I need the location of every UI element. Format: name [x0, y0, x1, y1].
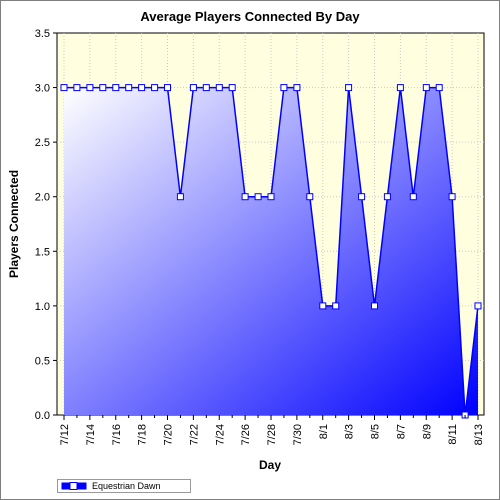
data-point: [151, 84, 159, 92]
y-tick-label: 0.0: [35, 410, 50, 422]
x-tick-label: 7/26: [240, 424, 252, 445]
data-point: [228, 84, 236, 92]
x-tick-label: 7/28: [266, 424, 278, 445]
y-tick-label: 1.5: [35, 246, 50, 258]
x-tick-label: 8/7: [395, 424, 407, 439]
legend-swatch-icon: [61, 482, 87, 490]
data-point: [280, 84, 288, 92]
x-tick-label: 7/24: [214, 424, 226, 445]
data-point: [73, 84, 81, 92]
y-tick-label: 3.0: [35, 83, 50, 95]
x-tick-label: 8/11: [447, 424, 459, 445]
data-point: [176, 193, 184, 201]
data-point: [267, 193, 275, 201]
data-point: [306, 193, 314, 201]
data-point: [138, 84, 146, 92]
legend: Equestrian Dawn: [57, 479, 191, 493]
data-point: [396, 84, 404, 92]
legend-label: Equestrian Dawn: [92, 481, 161, 491]
data-point: [448, 193, 456, 201]
x-tick-label: 8/5: [370, 424, 382, 439]
data-point: [202, 84, 210, 92]
data-point: [319, 302, 327, 310]
y-tick-label: 2.0: [35, 192, 50, 204]
x-tick-label: 8/1: [318, 424, 330, 439]
x-tick-label: 8/13: [473, 424, 485, 445]
x-tick-label: 8/3: [344, 424, 356, 439]
x-tick-label: 7/22: [188, 424, 200, 445]
axes: 0.0 0.5 1.0 1.5 2.0 2.5 3.0 3.5 7/12 7/14 7/16 7/18…: [35, 28, 485, 445]
data-point: [215, 84, 223, 92]
data-point: [358, 193, 366, 201]
data-point: [422, 84, 430, 92]
x-tick-label: 7/20: [163, 424, 175, 445]
data-point: [60, 84, 68, 92]
data-point: [409, 193, 417, 201]
y-tick-label: 2.5: [35, 137, 50, 149]
x-axis-label: Day: [259, 458, 281, 472]
data-point: [112, 84, 120, 92]
y-tick-label: 3.5: [35, 28, 50, 40]
x-tick-label: 7/18: [137, 424, 149, 445]
x-tick-label: 8/9: [421, 424, 433, 439]
data-point: [164, 84, 171, 92]
data-point: [474, 302, 482, 310]
data-point: [254, 193, 262, 201]
data-point: [293, 84, 301, 92]
chart-title: Average Players Connected By Day: [140, 9, 360, 24]
y-tick-label: 0.5: [35, 355, 50, 367]
data-point: [86, 84, 94, 92]
data-point: [435, 84, 443, 92]
data-point: [99, 84, 107, 92]
x-tick-label: 7/14: [85, 424, 97, 445]
data-point: [241, 193, 249, 201]
data-point: [125, 84, 133, 92]
y-tick-label: 1.0: [35, 301, 50, 313]
series-markers: [60, 84, 482, 419]
data-point: [189, 84, 197, 92]
x-tick-label: 7/12: [59, 424, 71, 445]
y-axis-label: Players Connected: [7, 170, 21, 278]
data-point: [332, 302, 340, 310]
series-area-fill: [64, 87, 478, 415]
data-point: [345, 84, 353, 92]
data-point: [383, 193, 391, 201]
data-point: [371, 302, 378, 310]
x-tick-label: 7/16: [111, 424, 123, 445]
x-tick-label: 7/30: [292, 424, 304, 445]
